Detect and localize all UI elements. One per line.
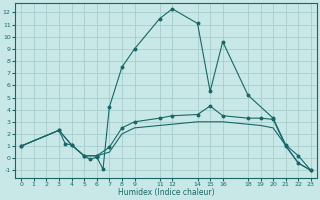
X-axis label: Humidex (Indice chaleur): Humidex (Indice chaleur)	[118, 188, 214, 197]
